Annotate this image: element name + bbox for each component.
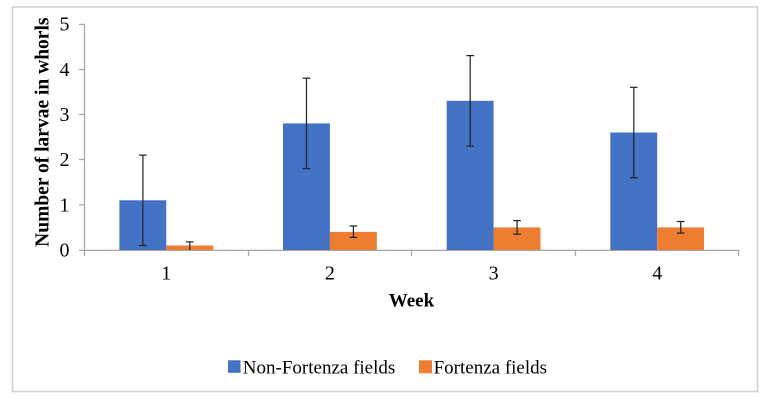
svg-text:Non-Fortenza fields: Non-Fortenza fields — [243, 358, 395, 379]
svg-text:0: 0 — [60, 240, 70, 262]
svg-text:4: 4 — [652, 263, 662, 285]
svg-text:2: 2 — [60, 149, 70, 171]
svg-text:3: 3 — [489, 263, 499, 285]
svg-text:5: 5 — [60, 14, 70, 36]
svg-text:Fortenza fields: Fortenza fields — [434, 358, 547, 379]
svg-text:2: 2 — [325, 263, 335, 285]
svg-text:Week: Week — [389, 290, 435, 311]
svg-text:Number of larvae in whorls: Number of larvae in whorls — [33, 17, 54, 247]
svg-text:3: 3 — [60, 104, 70, 126]
svg-text:1: 1 — [161, 263, 171, 285]
svg-text:4: 4 — [60, 59, 70, 81]
svg-text:1: 1 — [60, 194, 70, 216]
